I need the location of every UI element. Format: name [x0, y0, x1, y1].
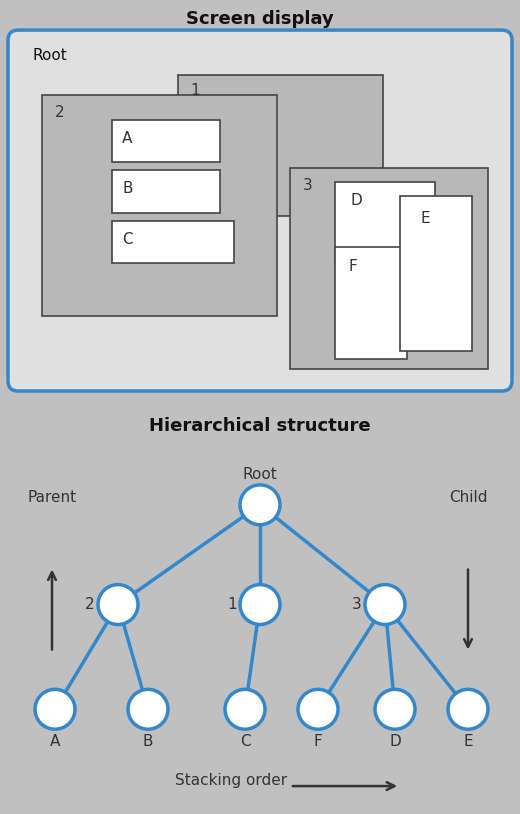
Circle shape — [98, 584, 138, 624]
Bar — [290, 168, 488, 369]
Circle shape — [35, 689, 75, 729]
Text: Hierarchical structure: Hierarchical structure — [149, 417, 371, 435]
Text: 3: 3 — [303, 178, 313, 194]
Text: 2: 2 — [55, 105, 64, 120]
FancyBboxPatch shape — [8, 30, 512, 391]
Circle shape — [225, 689, 265, 729]
Bar — [42, 95, 277, 316]
Bar — [400, 195, 472, 351]
Bar — [112, 170, 220, 212]
Text: D: D — [350, 192, 362, 208]
Circle shape — [298, 689, 338, 729]
Text: C: C — [240, 734, 250, 749]
Text: B: B — [122, 182, 133, 196]
Text: 2: 2 — [85, 597, 95, 612]
Text: F: F — [314, 734, 322, 749]
Bar — [112, 221, 234, 263]
Text: Root: Root — [243, 467, 277, 482]
Text: Parent: Parent — [28, 490, 76, 505]
Text: E: E — [420, 211, 430, 225]
Text: D: D — [389, 734, 401, 749]
Circle shape — [240, 584, 280, 624]
Bar — [335, 182, 435, 263]
Text: Screen display: Screen display — [186, 10, 334, 28]
Text: Root: Root — [32, 48, 67, 63]
Text: B: B — [143, 734, 153, 749]
Text: 1: 1 — [190, 83, 200, 98]
Bar — [335, 247, 407, 359]
Text: Stacking order: Stacking order — [175, 772, 287, 788]
Text: A: A — [50, 734, 60, 749]
Text: C: C — [122, 232, 133, 247]
Text: F: F — [348, 259, 357, 274]
Circle shape — [365, 584, 405, 624]
Text: E: E — [463, 734, 473, 749]
Bar — [178, 75, 383, 216]
Circle shape — [448, 689, 488, 729]
Circle shape — [375, 689, 415, 729]
Text: Child: Child — [449, 490, 487, 505]
Circle shape — [128, 689, 168, 729]
Text: 1: 1 — [227, 597, 237, 612]
Text: 3: 3 — [352, 597, 362, 612]
Text: A: A — [122, 131, 133, 147]
Bar — [112, 120, 220, 163]
Circle shape — [240, 485, 280, 525]
